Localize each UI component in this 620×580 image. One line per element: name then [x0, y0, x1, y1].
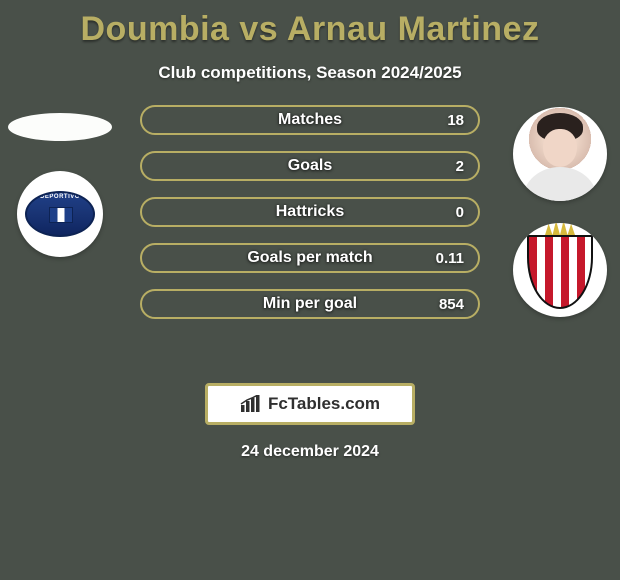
stat-value: 854: [439, 296, 464, 313]
bar-chart-icon: [240, 395, 262, 413]
brand-box: FcTables.com: [205, 383, 415, 425]
subtitle: Club competitions, Season 2024/2025: [0, 63, 620, 83]
player-silhouette-left: [8, 113, 112, 141]
club-logo-right: [513, 223, 607, 317]
date-line: 24 december 2024: [0, 443, 620, 461]
stat-label: Goals: [288, 157, 332, 175]
stat-value: 2: [456, 158, 464, 175]
stat-bar-hattricks: Hattricks 0: [140, 197, 480, 227]
stat-bar-min-per-goal: Min per goal 854: [140, 289, 480, 319]
stat-label: Matches: [278, 111, 342, 129]
stat-value: 0: [456, 204, 464, 221]
comparison-stage: DEPORTIVO Matches 18 Goals 2 Hattricks 0: [0, 105, 620, 365]
page-title: Doumbia vs Arnau Martinez: [0, 0, 620, 49]
stat-bar-matches: Matches 18: [140, 105, 480, 135]
alaves-crest-icon: DEPORTIVO: [25, 191, 95, 237]
stat-label: Hattricks: [276, 203, 344, 221]
stat-label: Min per goal: [263, 295, 357, 313]
brand-text: FcTables.com: [268, 394, 380, 414]
alaves-flag-icon: [49, 207, 73, 223]
stat-bar-goals: Goals 2: [140, 151, 480, 181]
girona-shield-icon: [527, 235, 593, 309]
club-logo-left: DEPORTIVO: [17, 171, 103, 257]
alaves-crest-text: DEPORTIVO: [27, 194, 93, 200]
player-photo-right: [513, 107, 607, 201]
girona-crown-icon: [545, 223, 575, 235]
stat-bars: Matches 18 Goals 2 Hattricks 0 Goals per…: [140, 105, 480, 319]
stat-label: Goals per match: [247, 249, 372, 267]
stat-bar-goals-per-match: Goals per match 0.11: [140, 243, 480, 273]
left-player-column: DEPORTIVO: [0, 105, 120, 257]
stat-value: 18: [447, 112, 464, 129]
right-player-column: [500, 105, 620, 317]
stat-value: 0.11: [436, 250, 464, 267]
